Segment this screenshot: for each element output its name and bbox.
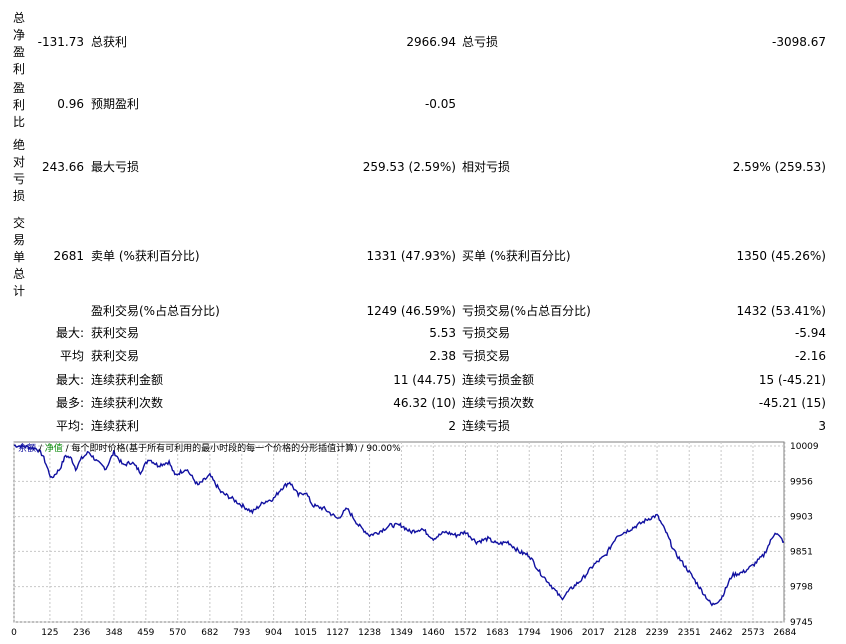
chart-y-tick-label: 9851 <box>790 547 813 557</box>
chart-y-tick-label: 10009 <box>790 442 819 452</box>
chart-x-tick-label: 570 <box>169 628 186 638</box>
chart-x-tick-label: 2462 <box>710 628 733 638</box>
total-trades-label: 交易单总计 <box>12 216 25 298</box>
profit-trades-label: 盈利交易(%占总百分比) <box>91 304 220 318</box>
loss-trades-value: 1432 (53.41%) <box>736 304 826 318</box>
gross-profit-value: 2966.94 <box>406 35 456 49</box>
detail-row-right-value: -45.21 (15) <box>758 396 826 410</box>
chart-x-tick-label: 904 <box>265 628 282 638</box>
absolute-drawdown-label: 绝对亏损 <box>12 138 25 203</box>
detail-row-right-label: 亏损交易 <box>462 349 511 363</box>
chart-x-tick-label: 2684 <box>773 628 796 638</box>
balance-series-line <box>13 443 785 607</box>
detail-row-right-value: 3 <box>818 419 826 433</box>
detail-row-left-label: 连续获利次数 <box>91 396 164 410</box>
chart-frame <box>13 441 785 623</box>
legend-equity: 净值 <box>44 444 63 454</box>
detail-row-prefix: 最大: <box>55 373 84 387</box>
chart-x-tick-label: 1349 <box>390 628 413 638</box>
detail-row-left-label: 获利交易 <box>91 326 140 340</box>
chart-x-tick-label: 125 <box>41 628 58 638</box>
detail-row-left-value: 2.38 <box>429 349 456 363</box>
chart-x-tick-label: 1683 <box>486 628 509 638</box>
chart-x-tick-label: 2573 <box>742 628 765 638</box>
chart-y-tick-label: 9798 <box>790 583 813 593</box>
gross-loss-value: -3098.67 <box>772 35 826 49</box>
detail-row-prefix: 平均: <box>55 419 84 433</box>
loss-trades-label: 亏损交易(%占总百分比) <box>462 304 591 318</box>
profit-factor-label: 盈利比 <box>12 81 25 129</box>
max-drawdown-label: 最大亏损 <box>91 160 140 174</box>
chart-x-tick-label: 348 <box>105 628 122 638</box>
chart-x-tick-label: 1238 <box>358 628 381 638</box>
relative-drawdown-value: 2.59% (259.53) <box>732 160 826 174</box>
chart-x-tick-label: 2017 <box>582 628 605 638</box>
balance-chart-svg: 10009 9956 9903 9851 9798 9745 0 125 236 348 459 5… <box>11 441 819 638</box>
balance-chart: 10009 9956 9903 9851 9798 9745 0 125 236 348 459 5… <box>0 440 846 641</box>
gross-profit-label: 总获利 <box>91 35 128 49</box>
detail-row-left-label: 连续获利金额 <box>91 373 164 387</box>
chart-x-tick-label: 236 <box>73 628 90 638</box>
chart-x-tick-label: 1127 <box>326 628 349 638</box>
max-drawdown-value: 259.53 (2.59%) <box>362 160 456 174</box>
chart-x-tick-label: 1906 <box>550 628 573 638</box>
detail-row-prefix: 最大: <box>55 326 84 340</box>
chart-legend: 余额 / 净值 / 每个即时价格(基于所有可利用的最小时段的每一个价格的分形插值… <box>18 443 401 455</box>
chart-x-tick-label: 682 <box>201 628 218 638</box>
chart-y-tick-label: 9956 <box>790 477 813 487</box>
chart-x-tick-label: 459 <box>137 628 154 638</box>
total-trades-value: 2681 <box>53 249 84 263</box>
net-profit-value: -131.73 <box>37 35 84 49</box>
detail-row-right-value: -5.94 <box>794 326 826 340</box>
chart-x-tick-label: 1572 <box>454 628 477 638</box>
profit-factor-value: 0.96 <box>57 97 84 111</box>
long-trades-label: 买单 (%获利百分比) <box>462 249 571 263</box>
detail-row-right-label: 连续亏损金额 <box>462 373 535 387</box>
chart-y-tick-label: 9745 <box>790 618 813 628</box>
profit-trades-value: 1249 (46.59%) <box>366 304 456 318</box>
long-trades-value: 1350 (45.26%) <box>736 249 826 263</box>
detail-row-left-label: 连续获利 <box>91 419 140 433</box>
detail-row-right-value: -2.16 <box>794 349 826 363</box>
detail-row-right-label: 连续亏损 <box>462 419 511 433</box>
detail-row-left-value: 5.53 <box>429 326 456 340</box>
chart-x-tick-label: 1460 <box>422 628 445 638</box>
chart-x-tick-label: 2239 <box>646 628 669 638</box>
legend-description: / 每个即时价格(基于所有可利用的最小时段的每一个价格的分形插值计算) / 90… <box>62 444 401 454</box>
detail-row-left-value: 2 <box>448 419 456 433</box>
chart-x-tick-label: 0 <box>11 628 17 638</box>
detail-row-right-value: 15 (-45.21) <box>758 373 826 387</box>
expected-payoff-value: -0.05 <box>424 97 456 111</box>
chart-x-tick-label: 1794 <box>518 628 541 638</box>
short-trades-value: 1331 (47.93%) <box>366 249 456 263</box>
absolute-drawdown-value: 243.66 <box>42 160 84 174</box>
legend-balance: 余额 <box>18 444 37 454</box>
legend-separator: / <box>36 444 45 454</box>
detail-row-left-label: 获利交易 <box>91 349 140 363</box>
short-trades-label: 卖单 (%获利百分比) <box>91 249 200 263</box>
expected-payoff-label: 预期盈利 <box>91 97 140 111</box>
chart-x-tick-label: 1015 <box>294 628 317 638</box>
chart-x-tick-label: 2128 <box>614 628 637 638</box>
detail-row-prefix: 平均 <box>59 349 84 363</box>
detail-row-right-label: 亏损交易 <box>462 326 511 340</box>
detail-row-left-value: 46.32 (10) <box>393 396 456 410</box>
detail-row-prefix: 最多: <box>55 396 84 410</box>
detail-row-left-value: 11 (44.75) <box>393 373 456 387</box>
net-profit-label: 总净盈利 <box>12 11 25 76</box>
detail-row-right-label: 连续亏损次数 <box>462 396 535 410</box>
relative-drawdown-label: 相对亏损 <box>462 160 511 174</box>
chart-y-tick-label: 9903 <box>790 513 813 523</box>
gross-loss-label: 总亏损 <box>462 35 499 49</box>
chart-x-tick-label: 2351 <box>678 628 701 638</box>
chart-x-tick-label: 793 <box>233 628 250 638</box>
